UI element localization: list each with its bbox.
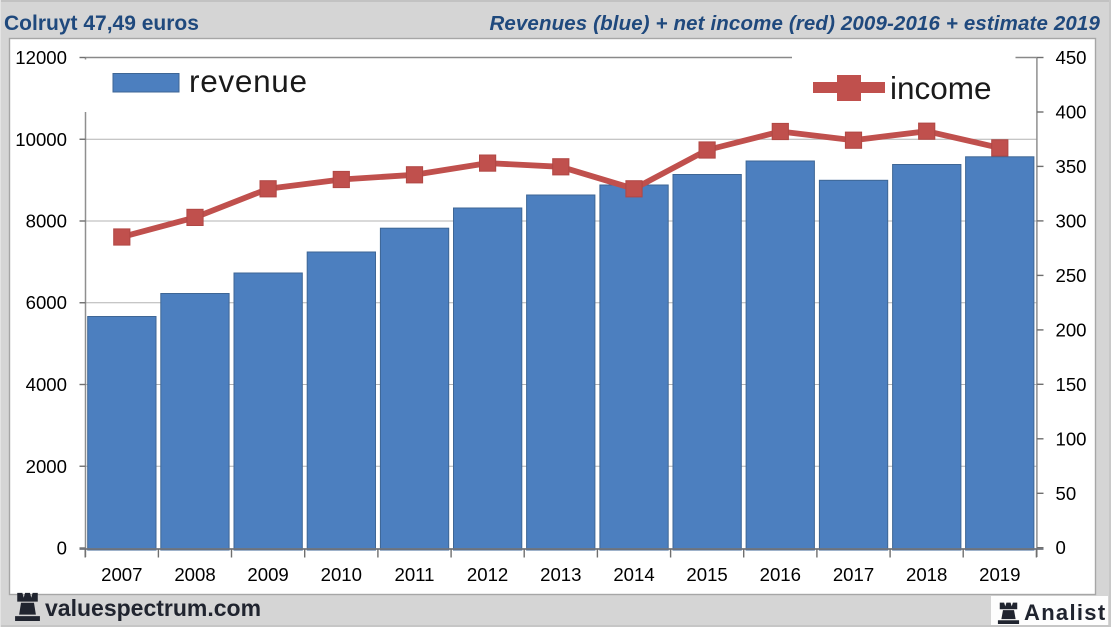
svg-text:2015: 2015 xyxy=(686,564,727,585)
svg-text:12000: 12000 xyxy=(15,47,67,68)
svg-text:2010: 2010 xyxy=(321,564,362,585)
svg-text:2009: 2009 xyxy=(247,564,288,585)
svg-text:8000: 8000 xyxy=(26,211,67,232)
svg-text:income: income xyxy=(890,70,992,106)
svg-text:2013: 2013 xyxy=(540,564,581,585)
svg-text:6000: 6000 xyxy=(26,292,67,313)
svg-text:0: 0 xyxy=(57,538,67,559)
svg-text:150: 150 xyxy=(1056,374,1087,395)
svg-text:250: 250 xyxy=(1056,265,1087,286)
svg-text:50: 50 xyxy=(1056,483,1077,504)
svg-text:2017: 2017 xyxy=(833,564,874,585)
svg-text:450: 450 xyxy=(1056,47,1087,68)
svg-text:100: 100 xyxy=(1056,428,1087,449)
svg-text:2018: 2018 xyxy=(906,564,947,585)
svg-text:2007: 2007 xyxy=(101,564,142,585)
svg-text:300: 300 xyxy=(1056,210,1087,231)
svg-text:400: 400 xyxy=(1056,102,1087,123)
svg-text:2019: 2019 xyxy=(979,564,1020,585)
svg-text:350: 350 xyxy=(1056,156,1087,177)
svg-text:2016: 2016 xyxy=(760,564,801,585)
svg-text:0: 0 xyxy=(1056,537,1066,558)
svg-text:4000: 4000 xyxy=(26,374,67,395)
svg-text:10000: 10000 xyxy=(15,129,67,150)
svg-text:2008: 2008 xyxy=(174,564,215,585)
svg-text:2012: 2012 xyxy=(467,564,508,585)
svg-text:2000: 2000 xyxy=(26,456,67,477)
svg-text:200: 200 xyxy=(1056,319,1087,340)
svg-text:2014: 2014 xyxy=(613,564,654,585)
svg-text:2011: 2011 xyxy=(395,564,435,585)
svg-text:revenue: revenue xyxy=(189,63,308,99)
